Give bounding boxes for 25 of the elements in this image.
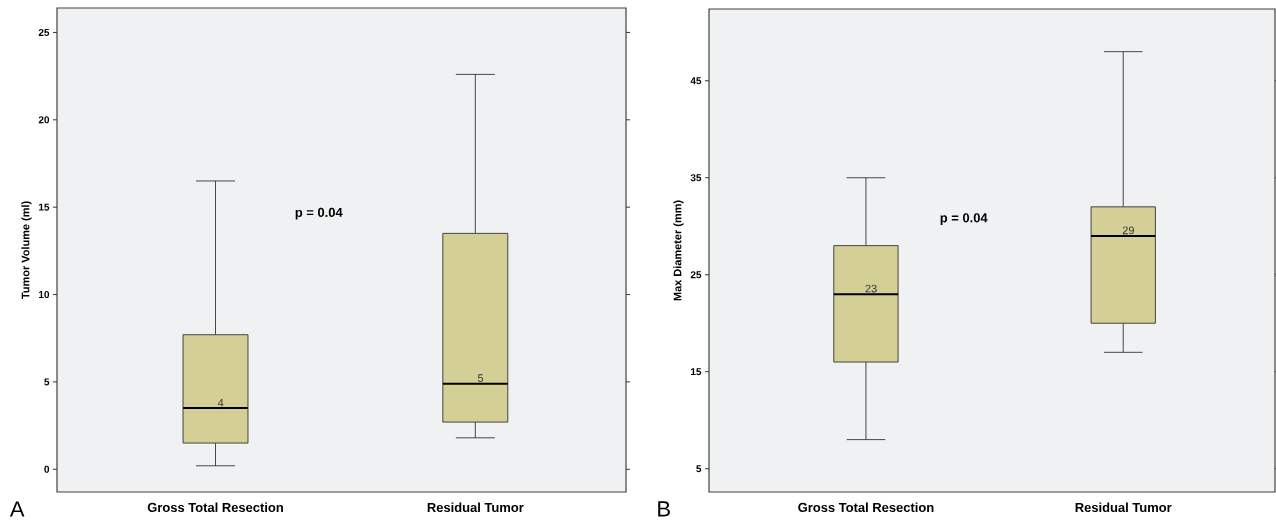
y-tick-label: 45 xyxy=(690,77,702,85)
x-tick-label: Gross Total Resection xyxy=(798,502,934,513)
y-tick-label: 5 xyxy=(44,378,50,386)
y-tick-label: 15 xyxy=(691,368,702,376)
x-tick-label: Residual Tumor xyxy=(427,502,524,513)
text: B xyxy=(658,501,670,517)
y-tick-label: 15 xyxy=(39,203,50,211)
y-axis-title: Tumor Volume (ml) xyxy=(21,201,32,299)
annotation: p = 0.04 xyxy=(940,213,988,225)
annotation: p = 0.04 xyxy=(295,207,343,220)
x-tick-label: Gross Total Resection xyxy=(147,502,283,513)
annotation: 4 xyxy=(217,398,224,407)
y-tick-label: 25 xyxy=(38,28,50,36)
y-tick-label: 35 xyxy=(690,174,702,182)
annotation: 23 xyxy=(865,284,877,293)
annotation: 29 xyxy=(1122,226,1134,235)
y-tick-label: 25 xyxy=(690,271,702,279)
y-tick-label: 20 xyxy=(38,116,50,124)
y-tick-label: 5 xyxy=(696,465,702,473)
y-tick-label: 0 xyxy=(44,465,50,473)
annotation: 5 xyxy=(477,374,484,382)
y-axis-title: Max Diameter (mm) xyxy=(673,200,684,301)
x-tick-label: Residual Tumor xyxy=(1075,502,1172,513)
text: A xyxy=(9,501,25,517)
y-tick-label: 10 xyxy=(39,291,50,299)
